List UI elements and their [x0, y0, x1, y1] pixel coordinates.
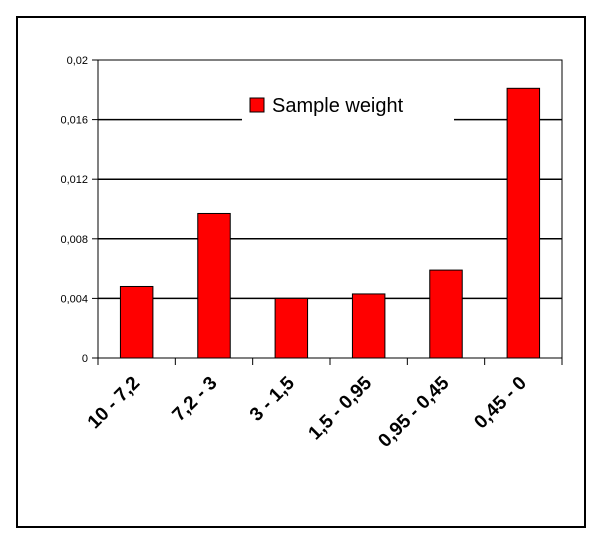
bar: [197, 212, 231, 359]
legend: Sample weight: [242, 92, 454, 122]
bars: [119, 87, 541, 359]
bar: [274, 297, 309, 359]
y-tick-label: 0,008: [60, 234, 88, 246]
y-tick-label: 0,016: [60, 115, 88, 127]
bar: [351, 293, 386, 359]
legend-swatch: [249, 97, 265, 113]
legend-background: [242, 92, 454, 122]
y-axis-ticks: 0 0,004 0,008 0,012 0,016 0,02: [60, 55, 98, 365]
bar: [429, 269, 463, 359]
y-tick-label: 0: [82, 353, 88, 365]
bar: [119, 285, 154, 359]
legend-label: Sample weight: [272, 95, 404, 117]
y-tick-label: 0,004: [60, 293, 88, 305]
y-tick-label: 0,012: [60, 174, 88, 186]
y-tick-label: 0,02: [67, 55, 88, 67]
bar: [506, 87, 541, 359]
